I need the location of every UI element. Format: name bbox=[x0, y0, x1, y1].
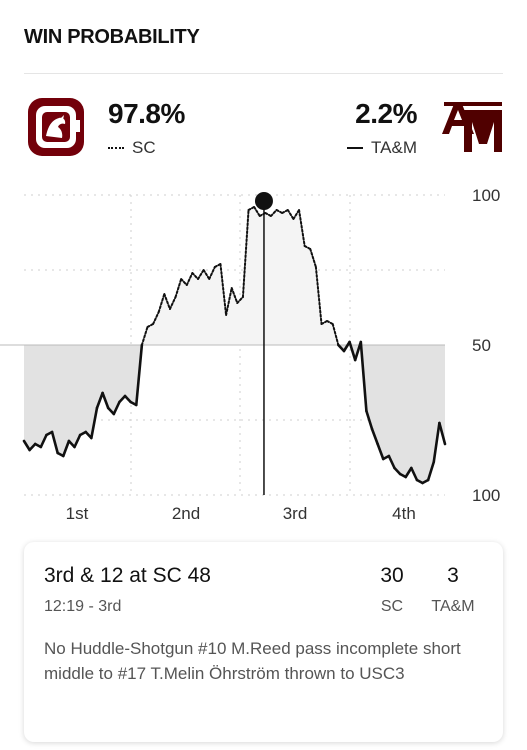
gamecock-logo-icon bbox=[26, 96, 86, 158]
series-segment-solid bbox=[342, 340, 351, 353]
solid-line-icon bbox=[347, 147, 364, 149]
series-segment-solid bbox=[28, 442, 37, 452]
play-title: 3rd & 12 at SC 48 bbox=[44, 564, 211, 587]
series-segment-dotted bbox=[253, 206, 261, 217]
series-segment-solid bbox=[432, 421, 441, 464]
series-segment-dotted bbox=[168, 296, 177, 310]
series-segment-dotted bbox=[309, 248, 317, 268]
series-segment-dotted bbox=[292, 209, 301, 220]
y-tick-label: 50 bbox=[472, 336, 491, 355]
series-segment-solid bbox=[410, 466, 419, 482]
series-segment-solid bbox=[61, 439, 71, 458]
series-segment-dotted bbox=[236, 296, 244, 304]
series-segment-dotted bbox=[241, 209, 250, 298]
area-below-50 bbox=[24, 345, 445, 483]
series-segment-dotted bbox=[247, 206, 256, 211]
series-segment-dotted bbox=[264, 212, 272, 217]
series-segment-solid bbox=[118, 394, 127, 404]
series-segment-solid bbox=[359, 340, 368, 413]
win-probability-chart: 100 50 100 1st 2nd 3rd 4th bbox=[0, 185, 527, 530]
series-segment-dotted bbox=[146, 323, 155, 328]
series-segment-solid bbox=[123, 394, 132, 404]
series-segment-dotted bbox=[298, 209, 306, 247]
series-segment-solid bbox=[438, 421, 447, 446]
home-legend: SC bbox=[108, 138, 156, 158]
series-segment-solid bbox=[39, 433, 48, 449]
series-segment-dotted bbox=[163, 293, 171, 310]
series-segment-solid bbox=[370, 427, 379, 446]
play-description: No Huddle-Shotgun #10 M.Reed pass incomp… bbox=[44, 639, 461, 683]
series-segment-solid bbox=[365, 409, 374, 431]
series-segment-dotted bbox=[174, 278, 183, 298]
series-segment-solid bbox=[101, 391, 110, 410]
away-legend: TA&M bbox=[347, 138, 417, 158]
away-score: 3 bbox=[447, 564, 459, 587]
series-segment-dotted bbox=[230, 287, 239, 304]
page-title: WIN PROBABILITY bbox=[24, 26, 200, 48]
away-win-pct: 2.2% bbox=[355, 98, 417, 129]
series-segment-dotted bbox=[225, 287, 233, 316]
series-segment-dotted bbox=[197, 269, 205, 280]
series-segment-dotted bbox=[269, 209, 278, 217]
series-segment-dotted bbox=[191, 272, 200, 280]
area-above-50 bbox=[24, 207, 445, 345]
series-segment-solid bbox=[337, 343, 346, 353]
atm-logo-icon bbox=[440, 100, 504, 154]
series-segment-solid bbox=[404, 466, 413, 479]
series-segment-solid bbox=[50, 430, 59, 455]
series-segment-dotted bbox=[202, 269, 211, 280]
home-score-label: SC bbox=[380, 598, 404, 615]
series-segment-dotted bbox=[314, 266, 323, 325]
series-segment-solid bbox=[90, 406, 99, 440]
home-abbr: SC bbox=[132, 138, 156, 157]
series-segment-dotted bbox=[208, 266, 216, 280]
chart-svg: 100 50 100 1st 2nd 3rd 4th bbox=[0, 186, 500, 523]
series-segment-solid bbox=[426, 460, 436, 482]
series-segment-dotted bbox=[185, 272, 194, 286]
series-segment-dotted bbox=[180, 278, 188, 286]
series-segment-solid bbox=[112, 400, 121, 416]
play-card[interactable]: 3rd & 12 at SC 48 12:19 - 3rd 30 3 SC TA… bbox=[24, 542, 503, 742]
y-tick-label: 100 bbox=[472, 186, 500, 205]
series-segment-solid bbox=[134, 343, 144, 407]
series-segment-solid bbox=[376, 442, 385, 461]
header-divider bbox=[24, 73, 503, 74]
series-segment-solid bbox=[393, 466, 402, 476]
away-abbr: TA&M bbox=[371, 138, 417, 157]
dotted-line-icon bbox=[108, 147, 124, 149]
series-segment-dotted bbox=[157, 293, 166, 313]
x-tick-label: 3rd bbox=[283, 504, 308, 523]
x-tick-label: 2nd bbox=[172, 504, 200, 523]
series-segment-dotted bbox=[320, 320, 329, 325]
series-segment-dotted bbox=[152, 311, 160, 325]
series-segment-solid bbox=[348, 340, 357, 362]
series-segment-solid bbox=[22, 439, 31, 452]
series-segment-dotted bbox=[326, 320, 334, 325]
series-segment-dotted bbox=[331, 323, 340, 346]
y-tick-label: 100 bbox=[472, 486, 500, 505]
series-segment-dotted bbox=[281, 209, 289, 214]
play-time: 12:19 - 3rd bbox=[44, 598, 122, 615]
series-segment-dotted bbox=[219, 263, 228, 316]
x-tick-label: 4th bbox=[392, 504, 416, 523]
team-summary: 97.8% SC 2.2% TA&M bbox=[0, 92, 527, 172]
series-segment-dotted bbox=[275, 209, 284, 214]
away-score-label: TA&M bbox=[431, 598, 475, 615]
home-score: 30 bbox=[380, 564, 404, 587]
series-segment-solid bbox=[387, 454, 396, 470]
x-tick-label: 1st bbox=[66, 504, 89, 523]
series-segment-solid bbox=[95, 391, 104, 410]
series-segment-dotted bbox=[303, 245, 312, 250]
series-segment-solid bbox=[73, 433, 82, 449]
series-segment-dotted bbox=[140, 326, 149, 346]
marker-dot bbox=[254, 192, 273, 210]
series-segment-dotted bbox=[286, 209, 295, 220]
home-win-pct: 97.8% bbox=[108, 98, 185, 129]
